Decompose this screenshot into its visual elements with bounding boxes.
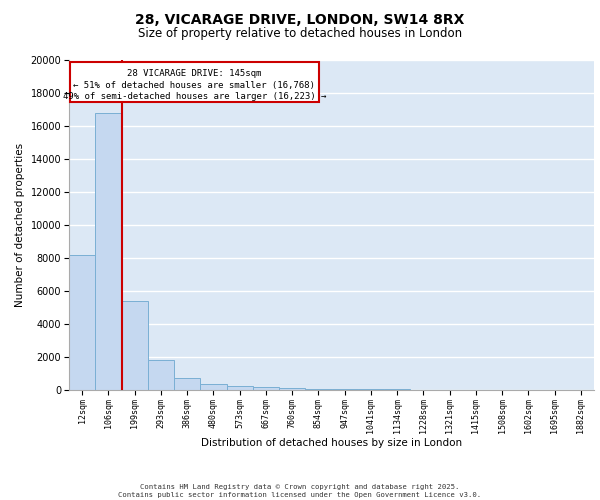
- Bar: [279, 388, 305, 390]
- Bar: [331, 389, 358, 390]
- FancyBboxPatch shape: [70, 62, 319, 102]
- Text: 28 VICARAGE DRIVE: 145sqm: 28 VICARAGE DRIVE: 145sqm: [127, 70, 262, 78]
- Text: 28, VICARAGE DRIVE, LONDON, SW14 8RX: 28, VICARAGE DRIVE, LONDON, SW14 8RX: [136, 12, 464, 26]
- Bar: [69, 254, 95, 390]
- X-axis label: Distribution of detached houses by size in London: Distribution of detached houses by size …: [201, 438, 462, 448]
- Text: Size of property relative to detached houses in London: Size of property relative to detached ho…: [138, 28, 462, 40]
- Y-axis label: Number of detached properties: Number of detached properties: [15, 143, 25, 307]
- Text: 49% of semi-detached houses are larger (16,223) →: 49% of semi-detached houses are larger (…: [62, 92, 326, 101]
- Bar: [358, 389, 384, 390]
- Bar: [148, 360, 174, 390]
- Text: ← 51% of detached houses are smaller (16,768): ← 51% of detached houses are smaller (16…: [73, 80, 315, 90]
- Bar: [200, 384, 227, 390]
- Bar: [227, 386, 253, 390]
- Bar: [174, 378, 200, 390]
- Text: Contains HM Land Registry data © Crown copyright and database right 2025.
Contai: Contains HM Land Registry data © Crown c…: [118, 484, 482, 498]
- Bar: [253, 386, 279, 390]
- Bar: [121, 301, 148, 390]
- Bar: [305, 388, 331, 390]
- Bar: [95, 114, 121, 390]
